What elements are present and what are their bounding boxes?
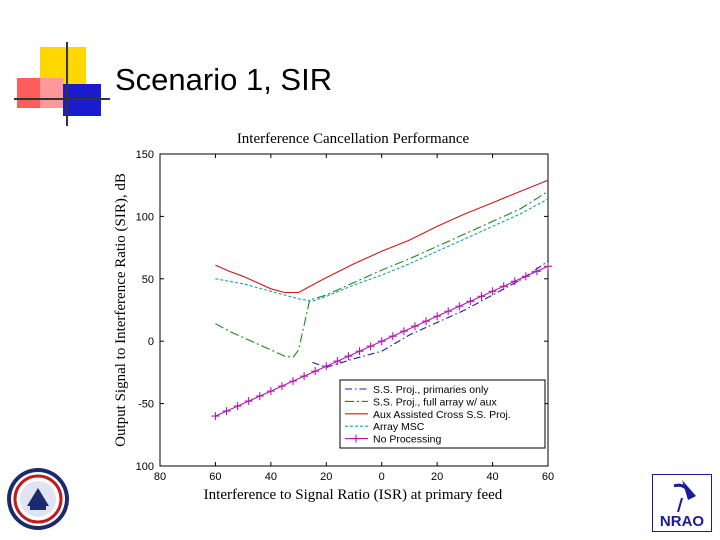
y-tick-label: 0 (148, 336, 154, 348)
series-marker (477, 292, 486, 301)
series-marker (355, 347, 364, 356)
series-marker (211, 412, 220, 421)
university-seal-logo (5, 466, 71, 532)
series-line-3 (215, 198, 549, 302)
y-tick-label: 150 (136, 149, 154, 161)
x-tick-label: 80 (154, 471, 166, 483)
series-marker (233, 402, 242, 411)
y-axis-label: Output Signal to Interference Ratio (SIR… (113, 173, 129, 447)
series-line-1 (215, 190, 549, 358)
series-marker (366, 342, 375, 351)
legend-box (339, 379, 546, 449)
decor-pink-square (40, 78, 63, 108)
y-tick-label: -50 (138, 399, 154, 411)
series-marker (289, 377, 298, 386)
y-tick-label: 100 (136, 461, 154, 473)
legend-label: No Processing (373, 434, 441, 446)
series-marker (410, 322, 419, 331)
series-marker (344, 352, 353, 361)
series-marker (333, 357, 342, 366)
series-marker (422, 317, 431, 326)
y-tick-label: 50 (142, 274, 154, 286)
series-marker (311, 367, 320, 376)
x-tick-label: 20 (431, 471, 443, 483)
series-marker (266, 387, 275, 396)
decor-vertical-line (66, 42, 68, 126)
series-marker (499, 282, 508, 291)
series-marker (544, 262, 552, 271)
series-marker (277, 382, 286, 391)
series-marker (433, 312, 442, 321)
decor-horizontal-line (14, 98, 110, 100)
series-marker (399, 327, 408, 336)
legend-label: S.S. Proj., full array w/ aux (373, 396, 497, 408)
nrao-logo: NRAO (651, 473, 713, 533)
x-tick-label: 40 (265, 471, 277, 483)
nrao-logo-text: NRAO (660, 513, 704, 530)
series-marker (244, 397, 253, 406)
series-marker (377, 337, 386, 346)
x-tick-label: 20 (320, 471, 332, 483)
series-marker (444, 307, 453, 316)
series-marker (532, 267, 541, 276)
x-axis-label: Interference to Signal Ratio (ISR) at pr… (204, 487, 503, 503)
x-tick-label: 60 (542, 471, 554, 483)
x-tick-label: 0 (379, 471, 385, 483)
series-marker (455, 302, 464, 311)
x-tick-label: 40 (486, 471, 498, 483)
legend-marker (352, 434, 360, 443)
slide-title: Scenario 1, SIR (115, 62, 333, 97)
series-marker (255, 392, 264, 401)
series-marker (388, 332, 397, 341)
chart-title: Interference Cancellation Performance (237, 131, 470, 147)
y-tick-label: 100 (136, 211, 154, 223)
legend-label: Aux Assisted Cross S.S. Proj. (373, 409, 511, 421)
series-line-0 (312, 260, 549, 368)
series-marker (222, 407, 231, 416)
series-marker (466, 297, 475, 306)
decor-blue-square (63, 84, 101, 116)
legend-label: Array MSC (373, 421, 425, 433)
legend-label: S.S. Proj., primaries only (373, 384, 489, 396)
series-marker (488, 287, 497, 296)
x-tick-label: 60 (209, 471, 221, 483)
series-marker (322, 362, 331, 371)
series-marker (521, 272, 530, 281)
series-line-2 (215, 179, 549, 294)
series-marker (300, 372, 309, 381)
series-marker (510, 277, 519, 286)
